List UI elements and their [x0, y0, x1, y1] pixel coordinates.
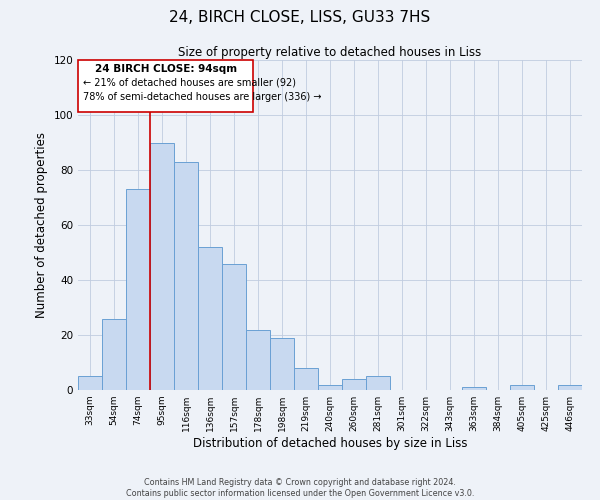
Bar — [558, 384, 582, 390]
Bar — [294, 368, 318, 390]
Bar — [342, 379, 366, 390]
Bar — [510, 384, 534, 390]
X-axis label: Distribution of detached houses by size in Liss: Distribution of detached houses by size … — [193, 437, 467, 450]
Bar — [126, 189, 150, 390]
Bar — [366, 376, 390, 390]
Bar — [198, 247, 222, 390]
Bar — [102, 318, 126, 390]
Text: 78% of semi-detached houses are larger (336) →: 78% of semi-detached houses are larger (… — [83, 92, 322, 102]
Bar — [270, 338, 294, 390]
Bar — [318, 384, 342, 390]
Text: 24 BIRCH CLOSE: 94sqm: 24 BIRCH CLOSE: 94sqm — [95, 64, 236, 74]
Bar — [462, 387, 486, 390]
Bar — [246, 330, 270, 390]
Text: Contains HM Land Registry data © Crown copyright and database right 2024.
Contai: Contains HM Land Registry data © Crown c… — [126, 478, 474, 498]
Title: Size of property relative to detached houses in Liss: Size of property relative to detached ho… — [178, 46, 482, 59]
Text: ← 21% of detached houses are smaller (92): ← 21% of detached houses are smaller (92… — [83, 78, 296, 88]
Bar — [78, 376, 102, 390]
FancyBboxPatch shape — [78, 60, 253, 112]
Y-axis label: Number of detached properties: Number of detached properties — [35, 132, 48, 318]
Bar — [150, 142, 174, 390]
Text: 24, BIRCH CLOSE, LISS, GU33 7HS: 24, BIRCH CLOSE, LISS, GU33 7HS — [169, 10, 431, 25]
Bar — [222, 264, 246, 390]
Bar — [174, 162, 198, 390]
